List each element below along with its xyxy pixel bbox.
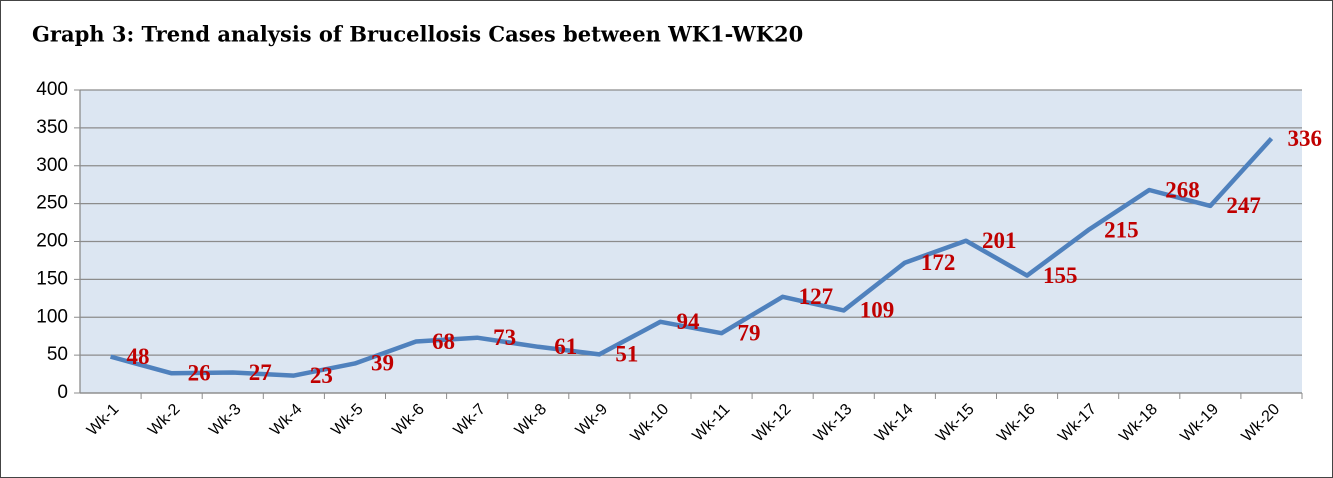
data-label: 268 <box>1165 177 1200 202</box>
data-label: 336 <box>1287 126 1322 151</box>
data-label: 79 <box>738 320 761 345</box>
y-tick-label: 50 <box>47 344 68 365</box>
data-label: 172 <box>921 250 956 275</box>
data-label: 39 <box>371 351 394 376</box>
y-tick-label: 300 <box>36 155 68 176</box>
data-label: 51 <box>615 342 638 367</box>
data-label: 73 <box>493 325 516 350</box>
data-label: 27 <box>249 360 272 385</box>
data-label: 201 <box>982 228 1017 253</box>
y-tick-label: 250 <box>36 193 68 214</box>
y-tick-label: 200 <box>36 231 68 252</box>
y-tick-label: 150 <box>36 268 68 289</box>
data-label: 109 <box>860 298 895 323</box>
data-label: 94 <box>676 309 700 334</box>
data-label: 215 <box>1104 217 1139 242</box>
data-label: 26 <box>188 361 211 386</box>
line <box>109 136 1274 378</box>
data-label: 68 <box>432 329 455 354</box>
data-label: 23 <box>310 363 333 388</box>
chart-title: Graph 3: Trend analysis of Brucellosis C… <box>32 22 803 47</box>
y-tick-label: 0 <box>57 382 68 403</box>
y-tick-label: 400 <box>36 79 68 100</box>
data-label: 127 <box>799 284 834 309</box>
y-tick-label: 100 <box>36 306 68 327</box>
data-label: 155 <box>1043 263 1078 288</box>
y-tick-label: 350 <box>36 117 68 138</box>
data-label: 61 <box>554 334 577 359</box>
data-label: 247 <box>1226 193 1261 218</box>
data-label: 48 <box>127 344 150 369</box>
